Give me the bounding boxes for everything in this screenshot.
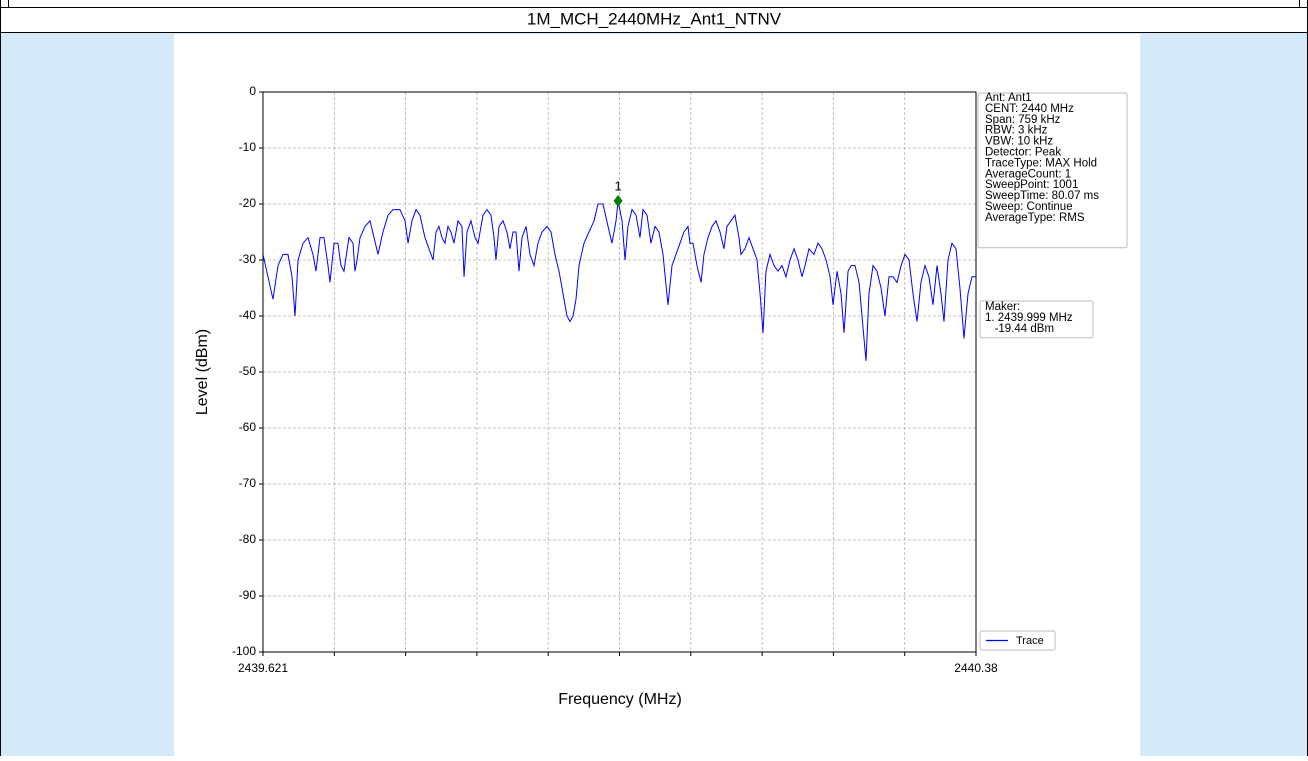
- legend-box: [979, 630, 1056, 651]
- marker-point: [613, 194, 623, 207]
- info-line: SweepTime: 80.07 ms: [985, 190, 1099, 202]
- y-tick-label: -100: [232, 644, 256, 658]
- trace-line: [262, 200, 976, 361]
- y-tick-label: -30: [239, 252, 257, 266]
- y-tick-label: 0: [249, 84, 256, 98]
- marker-box: [979, 300, 1094, 339]
- info-line: Ant: Ant1: [985, 92, 1032, 104]
- info-line: AverageCount: 1: [985, 168, 1071, 180]
- info-line: CENT: 2440 MHz: [985, 103, 1074, 115]
- y-axis-label: Level (dBm): [194, 329, 211, 415]
- marker-label: 1: [614, 178, 621, 193]
- y-tick-label: -50: [239, 364, 257, 378]
- x-tick-label: 2439.621: [238, 661, 288, 675]
- marker-line: Maker:: [985, 301, 1020, 313]
- y-tick-label: -40: [239, 308, 257, 322]
- info-line: RBW: 3 kHz: [985, 125, 1048, 137]
- y-tick-label: -80: [239, 532, 257, 546]
- plot-frame: [262, 91, 977, 653]
- y-tick-label: -10: [239, 140, 257, 154]
- y-tick-label: -20: [239, 196, 257, 210]
- info-line: Detector: Peak: [985, 147, 1061, 159]
- marker-line: 1. 2439.999 MHz: [985, 312, 1073, 324]
- y-tick-label: -90: [239, 588, 257, 602]
- header-title: 1M_MCH_2440MHz_Ant1_NTNV: [527, 9, 782, 28]
- info-line: VBW: 10 kHz: [985, 136, 1053, 148]
- x-tick-label: 2440.38: [954, 661, 998, 675]
- info-line: AverageType: RMS: [985, 212, 1085, 224]
- info-line: TraceType: MAX Hold: [985, 157, 1097, 169]
- info-line: SweepPoint: 1001: [985, 179, 1078, 191]
- legend-label: Trace: [1016, 635, 1044, 647]
- y-tick-label: -60: [239, 420, 257, 434]
- info-line: Span: 759 kHz: [985, 114, 1061, 126]
- marker-line: -19.44 dBm: [985, 323, 1054, 335]
- info-line: Sweep: Continue: [985, 201, 1073, 213]
- info-box: [977, 92, 1128, 249]
- x-axis-label: Frequency (MHz): [558, 691, 682, 708]
- y-tick-label: -70: [239, 476, 257, 490]
